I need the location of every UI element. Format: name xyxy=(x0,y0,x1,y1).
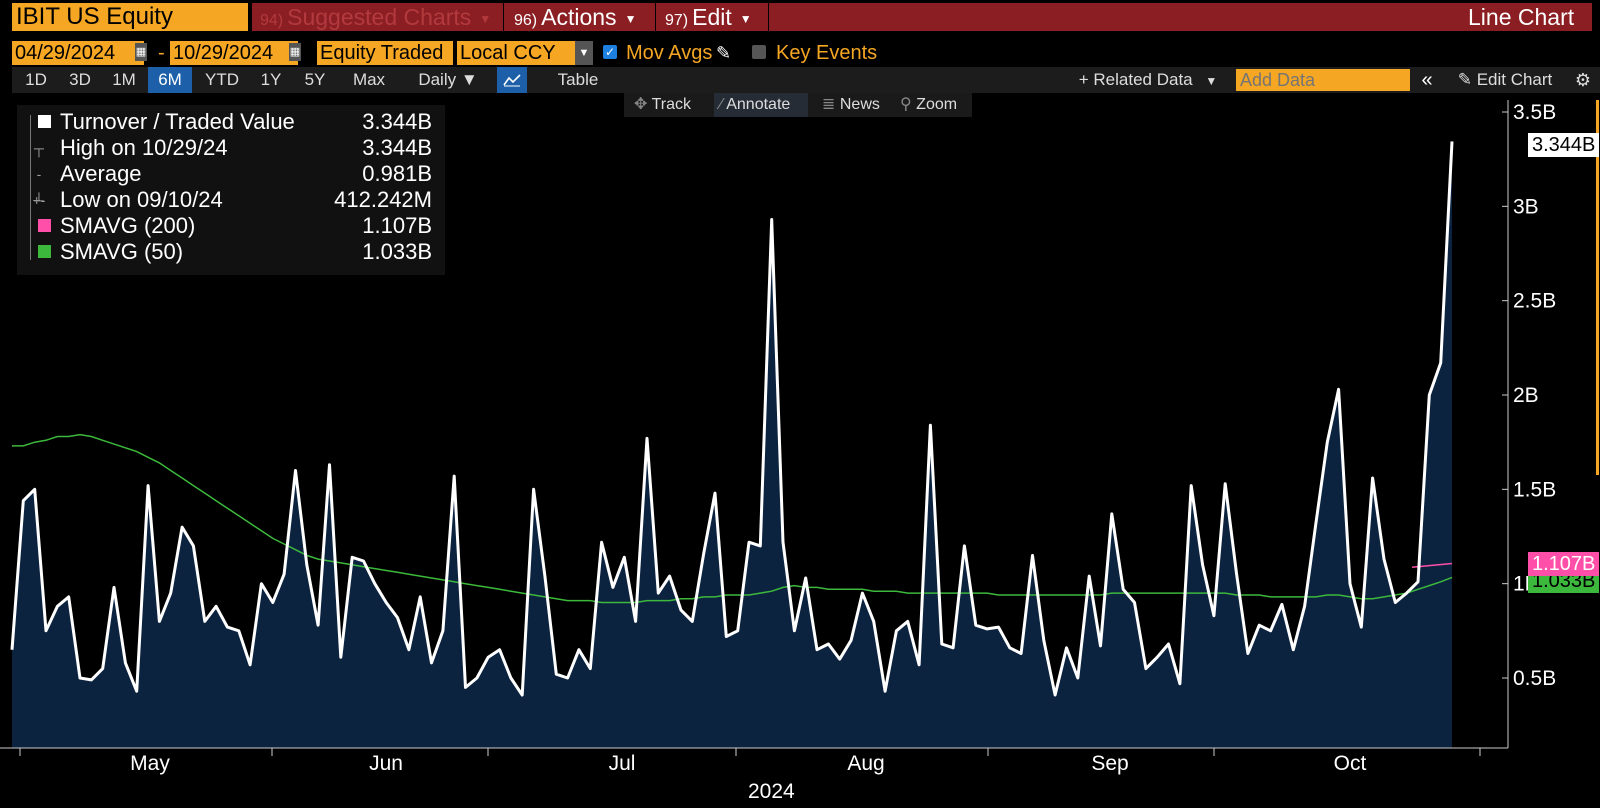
add-data-input[interactable] xyxy=(1236,69,1410,91)
y-tick-label: 1.5B xyxy=(1513,478,1556,501)
track-button[interactable]: ✥ Track xyxy=(634,96,691,113)
edit-label: Edit xyxy=(692,4,732,30)
average-marker-icon: -+- xyxy=(32,166,46,208)
currency-selector[interactable]: Local CCY xyxy=(457,41,575,65)
zoom-button[interactable]: ⚲ Zoom xyxy=(900,96,958,113)
legend-row-smavg200: SMAVG (200) 1.107B xyxy=(38,213,432,239)
pencil-icon: ⁄ xyxy=(720,96,723,113)
actions-menu[interactable]: 96) Actions ▼ xyxy=(514,3,636,31)
chevron-down-icon: ▼ xyxy=(624,11,637,26)
frequency-select[interactable]: Daily ▼ xyxy=(418,70,478,89)
x-tick-label: May xyxy=(130,752,170,775)
legend-row-high: ┬ High on 10/29/24 3.344B xyxy=(34,135,432,161)
end-date-field[interactable]: 10/29/2024 xyxy=(170,41,298,65)
ticker-field[interactable]: IBIT US Equity xyxy=(12,3,248,31)
legend-tree-line xyxy=(30,115,41,260)
period-button-max[interactable]: Max xyxy=(352,70,386,89)
period-button-ytd[interactable]: YTD xyxy=(205,70,239,89)
high-marker-icon: ┬ xyxy=(34,140,44,156)
news-button[interactable]: ≣ News xyxy=(822,96,880,113)
pink-square-icon xyxy=(38,219,51,232)
chart-type-title: Line Chart xyxy=(1468,4,1575,30)
suggested-charts-label: Suggested Charts xyxy=(287,4,472,30)
y-tick-label: 0.5B xyxy=(1513,667,1556,690)
line-chart-icon[interactable] xyxy=(497,67,527,93)
suggested-charts-menu[interactable]: 94) Suggested Charts ▼ xyxy=(260,3,491,31)
menu-divider xyxy=(503,3,504,31)
scrollbar[interactable] xyxy=(1596,100,1599,475)
x-tick-label: Oct xyxy=(1334,752,1367,775)
legend-row-turnover: Turnover / Traded Value 3.344B xyxy=(38,109,432,135)
smavg50-line xyxy=(12,433,1453,604)
legend-row-average: -+- Average 0.981B xyxy=(33,161,432,208)
magnifier-icon: ⚲ xyxy=(900,96,912,113)
x-tick-label: Aug xyxy=(847,752,884,775)
double-chevron-left-icon[interactable]: « xyxy=(1421,69,1433,91)
menu-bar xyxy=(252,3,1592,31)
y-tick-label: 3B xyxy=(1513,195,1539,218)
legend-row-low: ┴ Low on 09/10/24 412.242M xyxy=(34,187,432,213)
actions-label: Actions xyxy=(541,4,617,30)
annotate-button[interactable]: ⁄ Annotate xyxy=(714,93,808,117)
suggested-charts-number: 94) xyxy=(260,12,284,29)
mov-avgs-label[interactable]: Mov Avgs xyxy=(626,42,713,64)
chevron-down-icon: ▼ xyxy=(1205,73,1218,88)
x-tick-label: Sep xyxy=(1091,752,1128,775)
mov-avgs-checkbox[interactable]: ✓ xyxy=(603,45,617,59)
plus-icon: + xyxy=(1078,70,1089,89)
period-button-1y[interactable]: 1Y xyxy=(260,70,282,89)
legend-panel xyxy=(17,105,445,275)
edit-menu[interactable]: 97) Edit ▼ xyxy=(665,3,752,31)
y-tick-label: 2B xyxy=(1513,384,1539,407)
key-events-checkbox[interactable] xyxy=(752,45,766,59)
gear-icon[interactable]: ⚙ xyxy=(1574,70,1592,90)
chevron-down-icon[interactable]: ▼ xyxy=(575,41,593,65)
y-tick-label: 2.5B xyxy=(1513,290,1556,313)
period-button-6m[interactable]: 6M xyxy=(148,67,192,93)
legend-row-smavg50: SMAVG (50) 1.033B xyxy=(38,239,432,265)
turnover-line xyxy=(10,141,1454,697)
period-button-1d[interactable]: 1D xyxy=(25,70,47,89)
x-tick-label: Jun xyxy=(369,752,403,775)
chevron-down-icon: ▼ xyxy=(739,11,752,26)
x-axis-year-label: 2024 xyxy=(748,780,795,803)
low-marker-icon: ┴ xyxy=(34,192,44,208)
related-data-menu[interactable]: + Related Data ▼ xyxy=(1078,70,1218,89)
calendar-icon[interactable]: ▦ xyxy=(135,43,147,61)
actions-number: 96) xyxy=(514,12,538,29)
news-icon: ≣ xyxy=(822,96,836,113)
y-tick-label: 3.5B xyxy=(1513,101,1556,124)
pencil-icon: ✎ xyxy=(1457,70,1472,89)
edit-number: 97) xyxy=(665,12,689,29)
x-tick-label: Jul xyxy=(609,752,636,775)
menu-divider xyxy=(768,3,769,31)
period-button-1m[interactable]: 1M xyxy=(112,70,136,89)
period-button-3d[interactable]: 3D xyxy=(69,70,91,89)
key-events-label[interactable]: Key Events xyxy=(776,42,878,64)
date-separator: - xyxy=(158,42,165,64)
edit-chart-button[interactable]: ✎ Edit Chart xyxy=(1457,70,1553,89)
green-square-icon xyxy=(38,245,51,258)
period-button-5y[interactable]: 5Y xyxy=(304,70,326,89)
pencil-icon[interactable]: ✎ xyxy=(716,43,732,63)
last-value-flag-turnover: 3.344B xyxy=(1528,133,1600,157)
table-button[interactable]: Table xyxy=(557,70,599,89)
last-value-flag-smavg200: 1.107B xyxy=(1528,552,1600,576)
calendar-icon[interactable]: ▦ xyxy=(289,43,301,61)
crosshair-icon: ✥ xyxy=(634,96,648,113)
menu-divider xyxy=(655,3,656,31)
chevron-down-icon: ▼ xyxy=(479,11,492,26)
start-date-field[interactable]: 04/29/2024 xyxy=(12,41,144,65)
white-square-icon xyxy=(38,115,51,128)
field-selector[interactable]: Equity Traded xyxy=(317,41,453,65)
